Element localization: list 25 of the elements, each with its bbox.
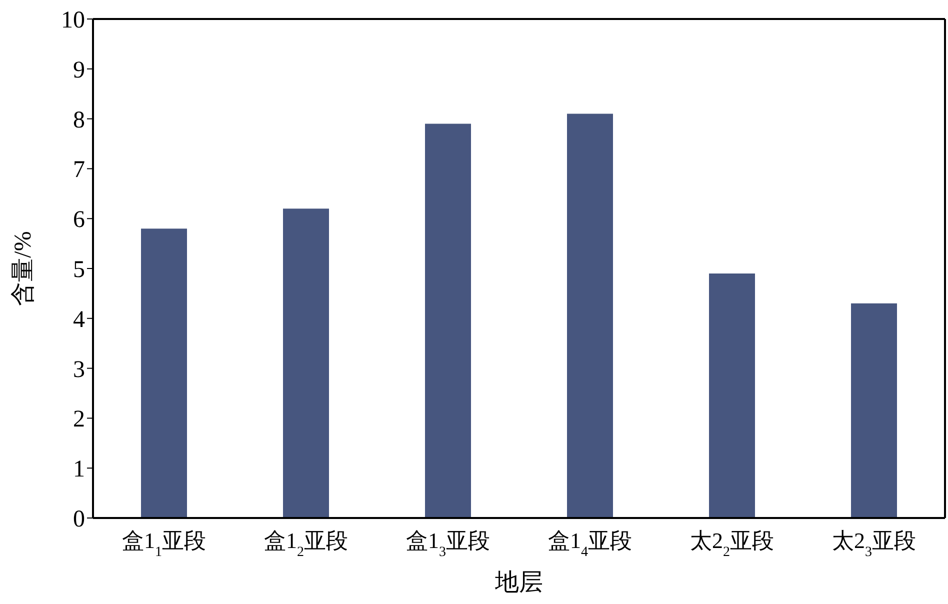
y-tick-label: 5: [73, 257, 85, 284]
y-tick-label: 9: [73, 57, 85, 84]
x-tick-label: 太2$_{2}$亚段: [690, 528, 774, 560]
bar: [425, 124, 471, 518]
y-tick-label: 0: [73, 506, 85, 533]
y-tick-label: 7: [73, 157, 85, 184]
y-tick-label: 8: [73, 107, 85, 134]
bar: [283, 208, 329, 518]
x-axis-title: 地层: [494, 570, 543, 596]
y-axis-title: 含量/%: [10, 231, 37, 306]
y-tick-label: 2: [73, 406, 85, 433]
bar: [851, 303, 897, 518]
y-tick-label: 6: [73, 207, 85, 234]
bar: [709, 273, 755, 518]
y-tick-label: 1: [73, 456, 85, 483]
bar: [141, 228, 187, 518]
x-tick-label: 盒1$_{1}$亚段: [122, 528, 206, 560]
y-tick-label: 3: [73, 356, 85, 383]
y-tick-label: 10: [61, 8, 85, 34]
x-tick-label: 太2$_{3}$亚段: [832, 528, 916, 560]
x-tick-label: 盒1$_{3}$亚段: [406, 528, 490, 560]
y-tick-label: 4: [73, 306, 85, 333]
x-tick-label: 盒1$_{4}$亚段: [548, 528, 632, 560]
x-tick-label: 盒1$_{2}$亚段: [264, 528, 348, 560]
bar: [567, 114, 613, 518]
